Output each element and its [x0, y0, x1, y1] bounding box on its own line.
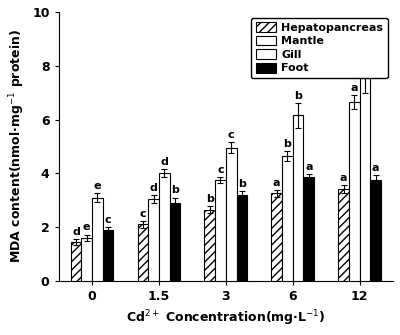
Bar — [204, 210, 215, 281]
Legend: Hepatopancreas, Mantle, Gill, Foot: Hepatopancreas, Mantle, Gill, Foot — [251, 17, 388, 78]
Text: b: b — [238, 179, 246, 189]
Text: b: b — [284, 139, 291, 149]
Text: d: d — [72, 227, 80, 237]
Bar — [236, 195, 247, 281]
Text: a: a — [350, 83, 358, 93]
X-axis label: Cd$^{2+}$ Concentration(mg·L$^{-1}$): Cd$^{2+}$ Concentration(mg·L$^{-1}$) — [126, 309, 326, 328]
Bar — [92, 198, 103, 281]
Bar — [360, 78, 370, 281]
Text: c: c — [228, 130, 234, 140]
Bar — [304, 177, 314, 281]
Bar — [370, 180, 381, 281]
Text: d: d — [160, 157, 168, 167]
Text: c: c — [105, 215, 112, 225]
Bar — [71, 242, 81, 281]
Text: b: b — [294, 91, 302, 101]
Text: b: b — [171, 185, 179, 195]
Bar — [138, 224, 148, 281]
Bar — [338, 189, 349, 281]
Text: c: c — [140, 209, 146, 219]
Bar — [148, 199, 159, 281]
Bar — [282, 156, 293, 281]
Bar — [349, 102, 360, 281]
Text: e: e — [94, 181, 101, 191]
Text: a: a — [273, 178, 280, 188]
Bar — [103, 230, 114, 281]
Text: d: d — [150, 183, 158, 193]
Bar — [215, 180, 226, 281]
Text: a: a — [340, 173, 347, 183]
Y-axis label: MDA content(nmol·mg$^{-1}$ protein): MDA content(nmol·mg$^{-1}$ protein) — [7, 29, 26, 263]
Bar — [81, 238, 92, 281]
Bar — [271, 194, 282, 281]
Bar — [226, 148, 236, 281]
Text: a: a — [372, 163, 380, 173]
Text: e: e — [83, 222, 90, 232]
Text: a: a — [361, 51, 369, 61]
Bar — [293, 116, 304, 281]
Text: c: c — [217, 164, 224, 175]
Text: b: b — [206, 194, 214, 204]
Bar — [170, 203, 180, 281]
Text: a: a — [305, 162, 312, 172]
Bar — [159, 173, 170, 281]
